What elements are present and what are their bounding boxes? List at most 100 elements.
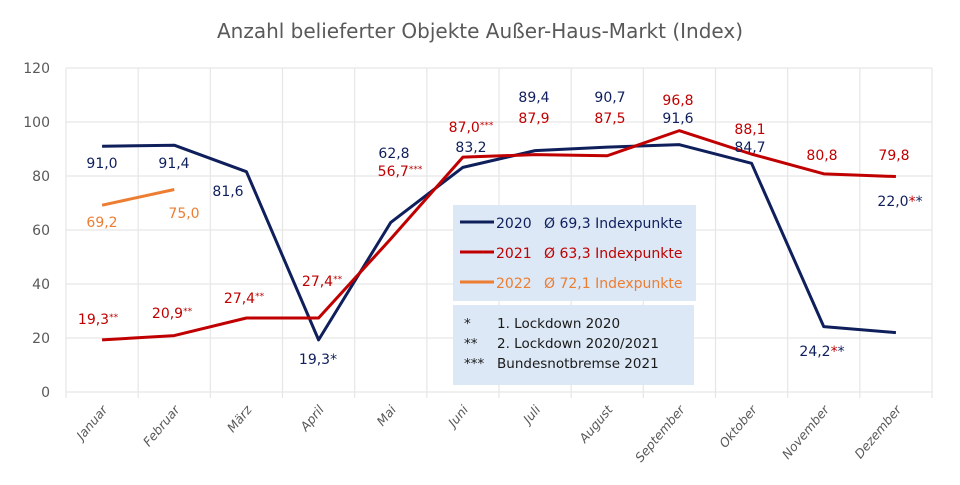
- data-label-2021: 19,3**: [78, 312, 119, 328]
- x-tick-label: November: [779, 402, 833, 462]
- data-label-2021: 56,7***: [378, 164, 423, 180]
- data-label-2021: 20,9**: [152, 306, 193, 322]
- legend-year: 2020: [496, 216, 532, 232]
- data-label-mark: *: [831, 344, 838, 360]
- footnote-mark: ***: [464, 356, 485, 372]
- data-label-value: 91,4: [158, 156, 189, 172]
- data-label-value: 91,0: [86, 156, 117, 172]
- data-label-2022: 69,2: [86, 215, 117, 231]
- y-tick-label: 100: [23, 115, 50, 131]
- data-label-value: 62,8: [378, 146, 409, 162]
- series-line-2022: [101, 188, 175, 207]
- data-label-value: 20,9: [152, 306, 183, 322]
- x-tick-label: Juli: [518, 402, 544, 429]
- y-tick-label: 20: [32, 331, 50, 347]
- data-label-2020: 91,4: [158, 156, 189, 172]
- legend-year: 2022: [496, 276, 532, 292]
- data-label-value: 80,8: [806, 148, 837, 164]
- data-label-value: 87,0: [449, 120, 480, 136]
- data-label-2021: 80,8: [806, 148, 837, 164]
- data-label-2021: 87,5: [594, 111, 625, 127]
- data-label-2022: 75,0: [168, 206, 199, 222]
- data-label-2021: 27,4**: [302, 274, 343, 290]
- data-label-2020: 24,2**: [799, 344, 844, 360]
- footnote-text: Bundesnotbremse 2021: [497, 356, 659, 372]
- footnote-background: [453, 305, 694, 385]
- x-tick-label: Dezember: [851, 402, 905, 462]
- data-label-value: 79,8: [878, 148, 909, 164]
- data-label-2021: 96,8: [662, 93, 693, 109]
- data-label-2021: 87,9: [518, 111, 549, 127]
- data-label-value: 22,0: [877, 194, 908, 210]
- legend-average: Ø 63,3 Indexpunkte: [544, 246, 682, 262]
- x-tick-label: August: [575, 401, 616, 446]
- footnote-box: * 1. Lockdown 2020 ** 2. Lockdown 2020/2021…: [453, 305, 694, 385]
- data-label-value: 83,2: [455, 140, 486, 156]
- series-line-2020: [102, 143, 897, 342]
- data-label-mark: ***: [409, 165, 423, 175]
- legend-average: Ø 72,1 Indexpunkte: [544, 276, 682, 292]
- data-label-2020: 90,7: [594, 90, 625, 106]
- data-label-mark: *: [330, 352, 337, 368]
- data-label-mark: *: [838, 344, 845, 360]
- data-label-value: 84,7: [734, 140, 765, 156]
- data-label-2020: 91,6: [662, 111, 693, 127]
- data-label-value: 19,3: [78, 312, 109, 328]
- x-tick-label: Februar: [140, 402, 183, 450]
- footnote-text: 2. Lockdown 2020/2021: [497, 336, 659, 352]
- data-label-value: 89,4: [518, 90, 549, 106]
- data-label-value: 75,0: [168, 206, 199, 222]
- data-labels: 91,0 91,481,619,3*62,8 83,289,4 90,791,684,…: [78, 90, 923, 368]
- data-label-value: 69,2: [86, 215, 117, 231]
- data-label-value: 91,6: [662, 111, 693, 127]
- x-tick-label: März: [224, 402, 255, 435]
- data-label-mark: ***: [480, 121, 494, 131]
- data-label-mark: *: [916, 194, 923, 210]
- y-tick-label: 60: [32, 223, 50, 239]
- data-label-2021: 87,0***: [449, 120, 494, 136]
- data-label-value: 27,4: [224, 291, 255, 307]
- data-label-value: 96,8: [662, 93, 693, 109]
- x-tick-label: Oktober: [716, 402, 760, 451]
- data-label-2020: 83,2: [455, 140, 486, 156]
- data-label-value: 27,4: [302, 274, 333, 290]
- footnote-text: 1. Lockdown 2020: [497, 316, 620, 332]
- data-label-2020: 81,6: [212, 184, 243, 200]
- series-line-2021: [101, 129, 896, 342]
- data-label-value: 81,6: [212, 184, 243, 200]
- data-label-2020: 19,3*: [299, 352, 337, 368]
- y-axis-ticks: 0 20 40 60 80 100 120: [23, 61, 50, 401]
- data-label-mark: **: [333, 275, 343, 285]
- x-tick-label: Juni: [443, 402, 472, 432]
- data-label-mark: **: [109, 313, 119, 323]
- data-label-2021: 88,1: [734, 122, 765, 138]
- data-label-value: 24,2: [799, 344, 830, 360]
- data-label-value: 87,5: [594, 111, 625, 127]
- x-tick-label: Januar: [71, 402, 111, 445]
- data-label-2020: 22,0**: [877, 194, 922, 210]
- data-label-2020: 62,8: [378, 146, 409, 162]
- data-label-2021: 79,8: [878, 148, 909, 164]
- data-label-value: 56,7: [378, 164, 409, 180]
- legend-average: Ø 69,3 Indexpunkte: [544, 216, 682, 232]
- x-tick-label: September: [632, 402, 688, 465]
- data-label-value: 90,7: [594, 90, 625, 106]
- data-label-value: 87,9: [518, 111, 549, 127]
- data-label-2020: 89,4: [518, 90, 549, 106]
- series-lines: [101, 129, 897, 342]
- data-label-mark: **: [255, 292, 265, 302]
- x-tick-label: Mai: [373, 402, 399, 429]
- chart-title: Anzahl belieferter Objekte Außer-Haus-Ma…: [217, 19, 743, 43]
- footnote-mark: **: [464, 336, 478, 352]
- x-axis-ticks: Januar Februar März April Mai Juni Juli August S…: [71, 401, 905, 464]
- y-tick-label: 80: [32, 169, 50, 185]
- footnote-mark: *: [464, 316, 471, 332]
- y-tick-label: 120: [23, 61, 50, 77]
- y-tick-label: 40: [32, 277, 50, 293]
- y-tick-label: 0: [41, 385, 50, 401]
- data-label-2020: 91,0: [86, 156, 117, 172]
- data-label-2021: 27,4**: [224, 291, 265, 307]
- legend: 2020 Ø 69,3 Indexpunkte 2021 Ø 63,3 Indexpu…: [453, 205, 696, 301]
- data-label-mark: **: [183, 307, 193, 317]
